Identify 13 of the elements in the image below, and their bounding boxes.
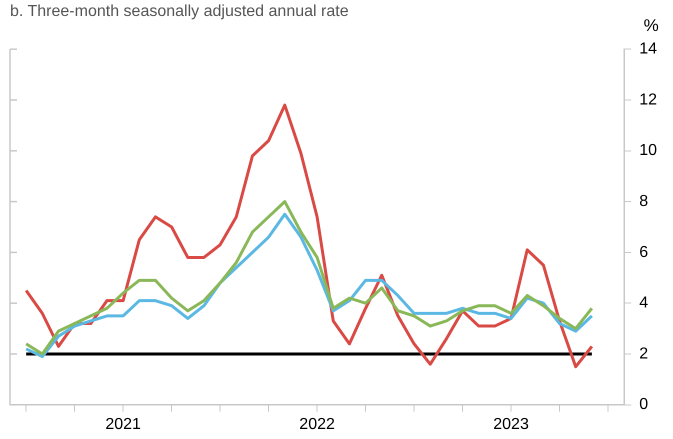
- x-tick-label: 2022: [299, 416, 335, 433]
- y-tick-label: 8: [639, 193, 648, 210]
- chart-title: b. Three-month seasonally adjusted annual rate: [10, 3, 349, 20]
- x-tick-label: 2021: [105, 416, 142, 433]
- x-tick-label: 2023: [493, 416, 529, 433]
- y-tick-label: 12: [639, 91, 658, 108]
- y-tick-label: 10: [639, 142, 658, 160]
- y-tick-label: 2: [639, 345, 648, 362]
- y-tick-label: 14: [639, 40, 658, 58]
- y-tick-label: 6: [639, 244, 648, 261]
- y-axis-title: %: [644, 16, 659, 36]
- y-tick-label: 4: [639, 294, 648, 312]
- y-tick-label: 0: [639, 396, 648, 414]
